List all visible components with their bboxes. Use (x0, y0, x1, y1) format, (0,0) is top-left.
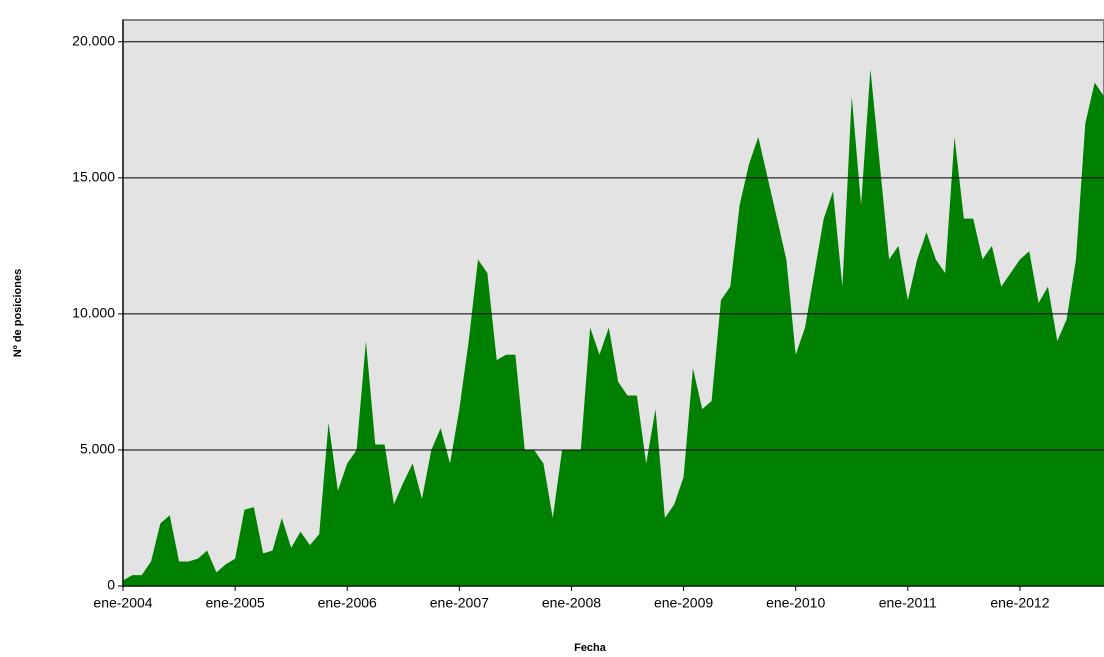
x-tick-label: ene-2004 (93, 595, 152, 611)
y-tick-label: 20.000 (72, 32, 115, 48)
x-tick-label: ene-2005 (206, 595, 265, 611)
y-axis-title: Nº de posiciones (12, 269, 24, 357)
x-axis-title: Fecha (574, 642, 607, 654)
x-tick-label: ene-2008 (542, 595, 601, 611)
x-tick-label: ene-2010 (766, 595, 825, 611)
y-tick-label: 15.000 (72, 169, 115, 185)
y-tick-label: 0 (107, 577, 115, 593)
area (123, 68, 1104, 586)
x-tick-label: ene-2006 (318, 595, 377, 611)
x-tick-label: ene-2007 (430, 595, 489, 611)
x-tick-label: ene-2009 (654, 595, 713, 611)
y-tick-label: 10.000 (72, 305, 115, 321)
x-tick-label: ene-2011 (879, 595, 937, 611)
y-tick-label: 5.000 (80, 441, 115, 457)
x-tick-label: ene-2012 (990, 595, 1049, 611)
